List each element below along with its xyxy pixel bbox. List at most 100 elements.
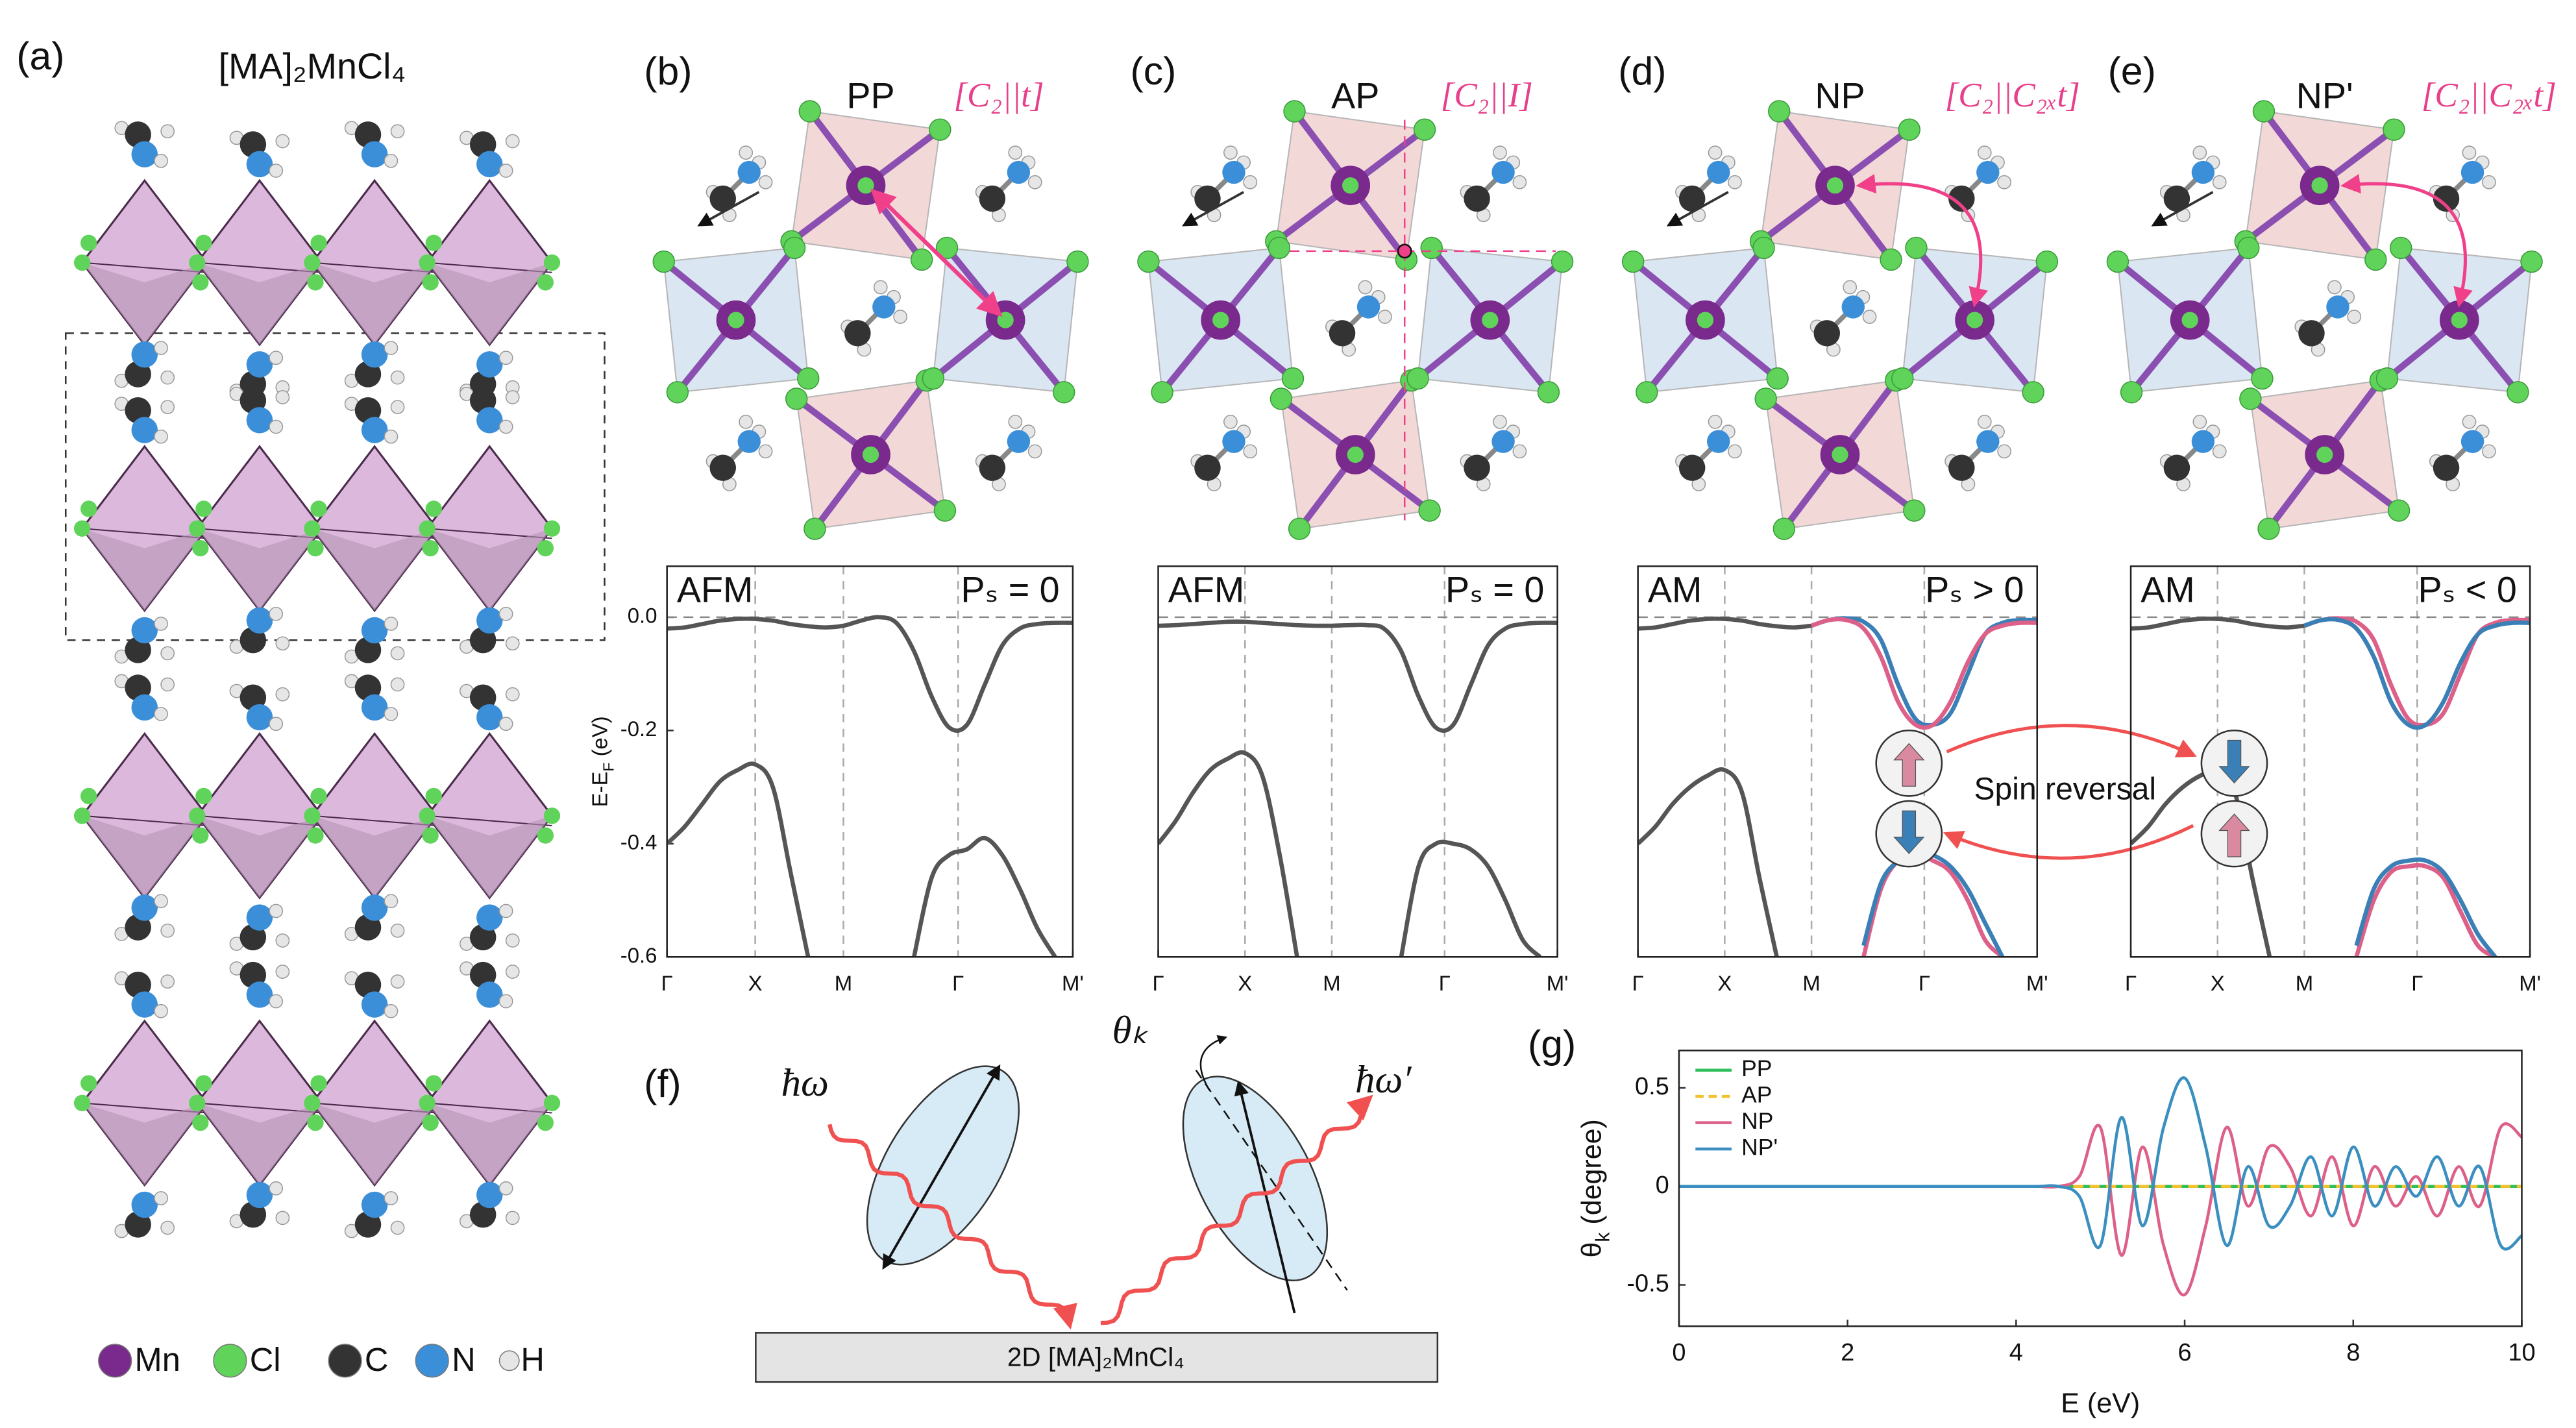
series-line [667,761,811,957]
atom-cl [543,1094,561,1111]
atom-cl [307,539,324,557]
atom-n [476,407,503,434]
x-tick-label: Γ [1919,971,1930,995]
atom-h [390,1220,405,1235]
atom-cl [73,520,91,537]
atom-cl [2364,248,2387,271]
atom-n [872,295,896,319]
octahedron-shade [427,815,552,898]
atom-h [384,341,399,355]
atom-c [1464,454,1490,481]
atom-cl [307,827,324,844]
atom-n [476,981,503,1008]
atom-cl [189,520,206,537]
atom-h [739,145,754,160]
light-wave [1100,1094,1373,1325]
atom-cl [1766,367,1789,390]
atom-cl [310,234,327,251]
atom-h [390,974,405,989]
y-tick-label: -0.5 [1626,1270,1669,1298]
atom-cl [2520,250,2543,273]
symmetry-arrow [870,188,1003,317]
atom-h [739,415,754,429]
atom-cl [422,1114,439,1131]
spin-reversal-label: Spin reversal [1974,772,2157,807]
atom-cl [195,1075,212,1092]
crystal-structure [652,100,1089,540]
octahedron-shade [427,262,552,345]
atom-c [1464,185,1490,212]
atom-cl [425,234,442,251]
legend-label: Cl [250,1341,281,1378]
atom-h [160,923,175,938]
octahedron-shade [82,528,207,611]
atom-cl [2035,250,2059,273]
atom-cl [803,517,826,540]
atom-cl [1880,248,1902,271]
panel-label: (b) [644,49,692,93]
atom-cl [73,807,91,824]
atom-cl [798,100,822,123]
atom-cl [785,388,808,410]
atom-h [498,994,513,1009]
x-tick-label: 2 [1841,1339,1854,1366]
x-tick-label: 4 [2009,1339,2023,1366]
y-axis-label-part: (eV) [587,716,611,762]
atom-h [154,341,168,355]
atom-h [498,1181,513,1196]
series-line [912,835,1057,957]
dipole-arrow [1666,191,1729,227]
series-line [2303,616,2531,728]
atom-cl [1768,100,1791,123]
x-tick-label: M [2296,971,2313,995]
spin-arrow-icon [1893,743,1925,787]
atom-h [505,933,520,948]
atom-c [979,454,1006,481]
crystal-structure [1137,100,1574,540]
atom-cl [2181,312,2198,328]
x-tick-label: X [2211,971,2225,995]
atom-h [160,646,175,661]
atom-n [361,341,388,368]
atom-n [131,341,158,368]
legend-label: C [365,1341,389,1378]
x-tick-label: 0 [1672,1339,1686,1366]
atom-c [1678,185,1706,212]
series-line [1399,839,1542,957]
atom-h [1977,145,1992,160]
atom-cl [1832,446,1848,463]
legend-atom [213,1344,247,1378]
atom-h [154,894,168,909]
atom-cl [1270,388,1293,410]
x-axis-label: E (eV) [2061,1388,2140,1419]
x-tick-label: M' [1062,971,1084,995]
atom-n [361,694,388,721]
x-tick-label: M' [2519,971,2541,995]
atom-cl [80,500,97,517]
atom-cl [304,807,321,824]
legend-atom [98,1344,132,1378]
octahedron-shade [197,262,323,345]
legend-atom [328,1344,362,1378]
atom-n [246,981,273,1008]
series-line [1158,619,1558,733]
atom-cl [195,234,212,251]
inversion-center [1397,243,1412,259]
octahedron-shade [197,1103,323,1185]
series-line [1811,616,2037,728]
atom-n [2191,430,2215,453]
atom-c [1194,185,1221,212]
atom-cl [1752,236,1775,260]
unit-cell [64,332,606,641]
atom-cl [304,1094,321,1111]
atom-n [246,704,273,731]
atom-cl [192,827,209,844]
spin-arrow-icon [2218,739,2250,784]
atom-cl [997,312,1014,328]
atom-h [390,400,405,414]
atom-h [1493,145,1507,160]
atom-c [709,185,736,212]
atom-h [873,280,888,295]
atom-h [275,390,290,404]
atom-h [1008,415,1023,429]
